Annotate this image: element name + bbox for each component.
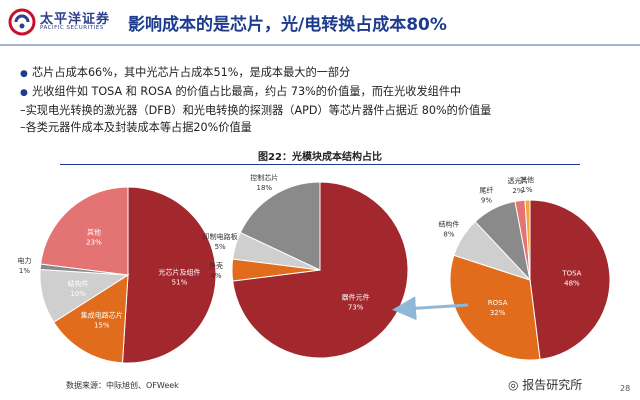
pie-slice xyxy=(449,254,541,361)
slice-value-label: 9% xyxy=(481,196,492,204)
slide-header: 太平洋证券 PACIFIC SECURITIES 影响成本的是芯片，光/电转换占… xyxy=(0,0,640,50)
slice-value-label: 32% xyxy=(490,309,506,317)
bullet-item: ● 芯片占成本66%，其中光芯片占成本51%，是成本最大的一部分 xyxy=(20,64,620,83)
bullet-text: 光收组件如 TOSA 和 ROSA 的价值占比最高，约占 73%的价值量，而在光… xyxy=(32,85,462,98)
slice-label: ROSA xyxy=(488,299,508,307)
watermark: ◎ 报告研究所 xyxy=(508,376,582,393)
sub-bullet-item: –实现电光转换的激光器（DFB）和光电转换的探测器（APD）等芯片器件占据近 8… xyxy=(20,102,620,119)
slice-label: 外壳 xyxy=(209,261,223,270)
slice-label: TOSA xyxy=(561,269,581,277)
slice-value-label: 18% xyxy=(256,184,272,192)
slice-label: 结构件 xyxy=(438,220,459,229)
slice-label: 尾纤 xyxy=(479,185,493,194)
bullet-text: –实现电光转换的激光器（DFB）和光电转换的探测器（APD）等芯片器件占据近 8… xyxy=(20,104,492,117)
slice-label: 集成电路芯片 xyxy=(81,310,123,319)
bullet-text: 芯片占成本66%，其中光芯片占成本51%，是成本最大的一部分 xyxy=(32,66,351,79)
slice-label: 电力 xyxy=(17,256,31,265)
bullet-item: ● 光收组件如 TOSA 和 ROSA 的价值占比最高，约占 73%的价值量，而在… xyxy=(20,83,620,102)
pie-slice xyxy=(53,274,129,364)
page-number: 28 xyxy=(620,384,631,393)
logo-text-cn: 太平洋证券 xyxy=(40,12,111,27)
slice-value-label: 2% xyxy=(512,187,523,195)
slice-value-label: 4% xyxy=(210,272,221,280)
pie-charts: 光芯片及组件 51% 集成电路芯片 15% 结构件 10% 电力 1% 其他 23% 器件元件 73%… xyxy=(17,173,611,364)
slide-title: 影响成本的是芯片，光/电转换占成本80% xyxy=(128,15,447,35)
slice-label: 控制芯片 xyxy=(250,173,278,182)
sub-bullet-item: –各类元器件成本及封装成本等占据20%价值量 xyxy=(20,119,620,136)
slice-value-label: 15% xyxy=(94,321,110,329)
slice-label: 其他 xyxy=(520,175,534,184)
pie-slice xyxy=(40,186,129,276)
figure-divider xyxy=(60,164,580,165)
slice-label: 结构件 xyxy=(68,279,89,288)
slice-value-label: 5% xyxy=(215,243,226,251)
slice-value-label: 10% xyxy=(70,290,86,298)
slice-label: 器件元件 xyxy=(342,292,370,301)
wechat-icon: ◎ xyxy=(508,378,523,392)
bullet-dot-icon: ● xyxy=(20,88,28,98)
bullet-text: –各类元器件成本及封装成本等占据20%价值量 xyxy=(20,121,252,134)
connector-arrow xyxy=(392,296,469,321)
slice-value-label: 23% xyxy=(86,238,102,246)
pie-slice xyxy=(239,181,321,271)
figure-title: 图22：光模块成本结构占比 xyxy=(258,152,382,163)
slice-value-label: 48% xyxy=(564,279,580,287)
bullet-dot-icon: ● xyxy=(20,69,28,79)
slice-value-label: 8% xyxy=(443,231,454,239)
slice-value-label: 73% xyxy=(348,303,364,311)
logo-emblem-icon xyxy=(8,8,36,36)
slice-label: 光芯片及组件 xyxy=(158,268,200,277)
slice-value-label: 1% xyxy=(19,267,30,275)
pie-slice xyxy=(121,186,217,364)
slice-value-label: 51% xyxy=(172,279,188,287)
logo-text-en: PACIFIC SECURITIES xyxy=(40,25,104,31)
pie-slice xyxy=(524,199,531,281)
slice-label: 透光片 xyxy=(507,176,528,185)
pie-slice xyxy=(529,199,611,360)
slice-label: 其他 xyxy=(87,227,101,236)
title-divider xyxy=(0,44,640,46)
watermark-text: 报告研究所 xyxy=(522,378,583,392)
data-source: 数据来源：中际旭创、OFWeek xyxy=(66,381,179,390)
slice-value-label: 1% xyxy=(521,186,532,194)
company-logo: 太平洋证券 PACIFIC SECURITIES xyxy=(8,6,118,42)
slice-label: 印制电路板 xyxy=(203,232,238,241)
bullet-list: ● 芯片占成本66%，其中光芯片占成本51%，是成本最大的一部分 ● 光收组件如 T… xyxy=(20,64,620,136)
